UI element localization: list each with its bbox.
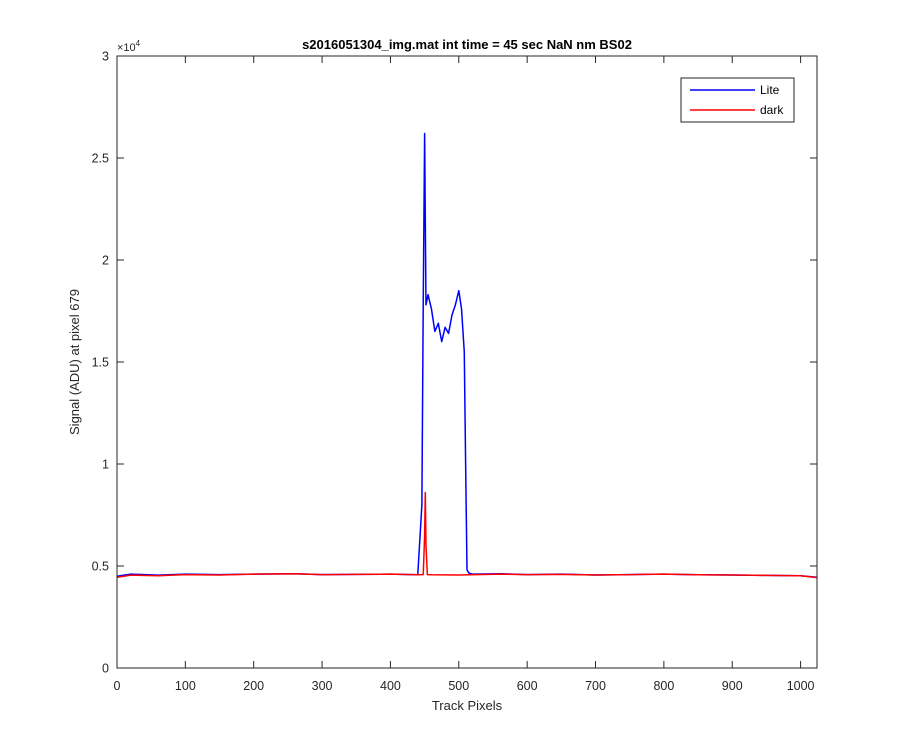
series-layer xyxy=(116,132,818,579)
x-tick-label: 0 xyxy=(114,679,121,693)
y-axis-label: Signal (ADU) at pixel 679 xyxy=(67,289,82,435)
y-tick-label: 0.5 xyxy=(92,560,109,574)
legend-box xyxy=(680,77,795,123)
x-tick-label: 500 xyxy=(448,679,469,693)
y-tick-label: 1.5 xyxy=(92,356,109,370)
y-tick-label: 1 xyxy=(102,458,109,472)
axes-box xyxy=(116,55,818,669)
ticks-layer: 0 100 200 300 400 500 600 700 800 900 1000 0 0.5 1 1.5… xyxy=(92,50,817,693)
x-tick-label: 800 xyxy=(653,679,674,693)
y-tick-label: 3 xyxy=(102,50,109,64)
y-tick-label: 2 xyxy=(102,254,109,268)
y-tick-label: 2.5 xyxy=(92,152,109,166)
series-line-dark xyxy=(116,491,818,579)
x-tick-label: 100 xyxy=(175,679,196,693)
y-axis-exponent: ×104 xyxy=(117,39,141,54)
x-tick-label: 200 xyxy=(243,679,264,693)
x-tick-label: 900 xyxy=(722,679,743,693)
legend: Lite dark xyxy=(680,77,795,123)
x-tick-label: 300 xyxy=(312,679,333,693)
x-tick-label: 700 xyxy=(585,679,606,693)
x-tick-label: 1000 xyxy=(787,679,815,693)
y-exponent-power: 4 xyxy=(136,39,141,48)
y-tick-label: 0 xyxy=(102,662,109,676)
plot-area xyxy=(117,56,817,668)
x-tick-label: 400 xyxy=(380,679,401,693)
y-exponent-base: ×10 xyxy=(117,42,136,54)
chart-title: s2016051304_img.mat int time = 45 sec Na… xyxy=(302,37,632,52)
legend-label-lite: Lite xyxy=(760,83,780,97)
legend-label-dark: dark xyxy=(760,103,784,117)
x-axis-label: Track Pixels xyxy=(432,698,503,713)
x-tick-label: 600 xyxy=(517,679,538,693)
